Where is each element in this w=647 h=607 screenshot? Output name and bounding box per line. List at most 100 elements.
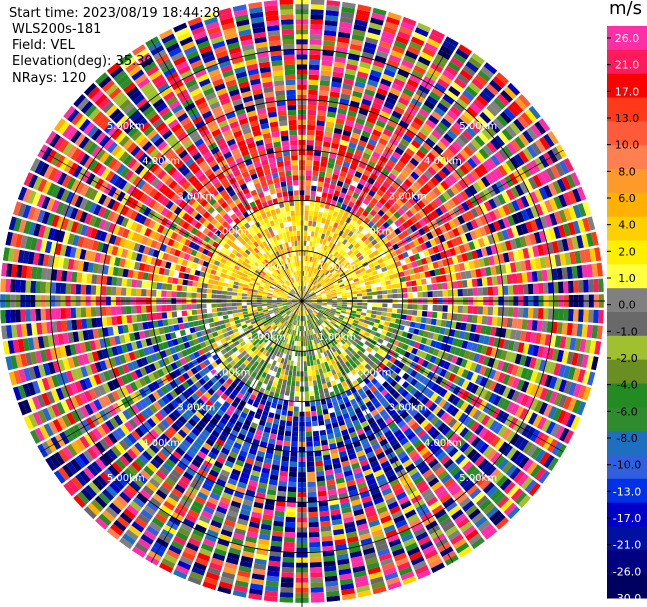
gate-cell	[347, 484, 357, 492]
gate-cell	[321, 156, 328, 163]
gate-cell	[451, 355, 459, 364]
gate-cell	[206, 473, 217, 483]
gate-cell	[416, 22, 431, 33]
gate-cell	[341, 408, 348, 415]
gate-cell	[297, 310, 300, 316]
gate-cell	[319, 318, 324, 323]
gate-cell	[391, 510, 403, 520]
gate-cell	[292, 302, 298, 305]
gate-cell	[160, 385, 169, 395]
gate-cell	[424, 42, 438, 53]
gate-cell	[480, 325, 487, 335]
gate-cell	[326, 349, 331, 356]
gate-cell	[194, 423, 204, 433]
gate-cell	[427, 346, 435, 355]
gate-cell	[330, 380, 337, 387]
gate-cell	[342, 350, 348, 357]
gate-cell	[334, 312, 340, 317]
gate-cell	[330, 417, 338, 424]
gate-cell	[452, 489, 465, 500]
gate-cell	[313, 287, 318, 292]
gate-cell	[466, 314, 473, 323]
gate-cell	[243, 314, 249, 318]
gate-cell	[377, 338, 384, 344]
gate-cell	[265, 585, 279, 592]
gate-cell	[325, 219, 331, 225]
gate-cell	[380, 78, 392, 87]
gate-cell	[315, 369, 320, 376]
gate-cell	[273, 454, 281, 461]
gate-cell	[425, 317, 432, 325]
gate-cell	[197, 552, 211, 562]
gate-cell	[435, 207, 444, 217]
gate-cell	[426, 362, 434, 371]
gate-cell	[152, 391, 161, 401]
gate-cell	[507, 285, 514, 295]
gate-cell	[343, 327, 350, 333]
gate-cell	[150, 336, 157, 345]
gate-cell	[443, 477, 455, 489]
gate-cell	[435, 252, 442, 261]
gate-cell	[154, 411, 164, 422]
gate-cell	[205, 328, 212, 335]
gate-cell	[315, 263, 320, 270]
gate-cell	[442, 497, 455, 508]
gate-cell	[421, 234, 429, 242]
gate-cell	[309, 536, 320, 543]
gate-cell	[310, 236, 314, 242]
gate-cell	[256, 392, 264, 399]
gate-cell	[304, 376, 308, 382]
gate-cell	[308, 246, 312, 252]
gate-cell	[245, 457, 255, 465]
gate-cell	[129, 480, 142, 492]
gate-cell	[329, 364, 335, 371]
gate-cell	[430, 210, 439, 219]
gate-cell	[356, 308, 362, 312]
gate-cell	[88, 375, 98, 387]
gate-cell	[331, 142, 339, 150]
gate-cell	[107, 392, 116, 404]
gate-cell	[452, 375, 461, 385]
gate-cell	[248, 375, 255, 383]
gate-cell	[393, 164, 403, 173]
gate-cell	[559, 427, 570, 442]
gate-cell	[534, 386, 544, 399]
gate-cell	[253, 311, 259, 316]
gate-cell	[309, 324, 312, 330]
gate-cell	[162, 405, 172, 415]
gate-cell	[371, 492, 383, 500]
gate-cell	[430, 148, 440, 159]
gate-cell	[331, 262, 337, 268]
gate-cell	[398, 26, 413, 36]
gate-cell	[413, 181, 422, 190]
gate-cell	[400, 169, 410, 179]
gate-cell	[138, 424, 149, 435]
gate-cell	[246, 356, 253, 362]
gate-cell	[320, 273, 325, 278]
gate-cell	[317, 490, 327, 497]
gate-cell	[339, 387, 345, 394]
gate-cell	[393, 339, 400, 347]
gate-cell	[287, 375, 292, 381]
gate-cell	[235, 437, 244, 445]
gate-cell	[368, 276, 375, 281]
gate-cell	[346, 448, 356, 456]
gate-cell	[317, 342, 322, 349]
gate-cell	[183, 546, 197, 557]
gate-cell	[537, 244, 545, 256]
gate-cell	[380, 557, 394, 567]
gate-cell	[484, 378, 493, 390]
gate-cell	[411, 453, 421, 463]
gate-cell	[325, 366, 331, 373]
gate-cell	[396, 313, 402, 319]
gate-cell	[416, 335, 423, 343]
gate-cell	[437, 305, 443, 312]
gate-cell	[335, 543, 347, 551]
gate-cell	[397, 173, 407, 182]
gate-cell	[334, 337, 340, 343]
gate-cell	[134, 369, 143, 379]
gate-cell	[126, 448, 138, 460]
gate-cell	[401, 59, 414, 69]
gate-cell	[402, 87, 414, 98]
gate-cell	[428, 33, 443, 44]
